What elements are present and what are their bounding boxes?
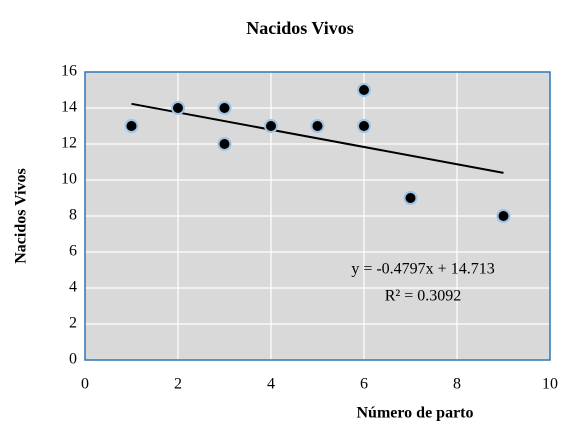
- x-tick-label: 2: [174, 376, 182, 393]
- point: [357, 83, 371, 97]
- y-axis-label: Nacidos Vivos: [13, 168, 30, 264]
- x-tick-label: 10: [542, 376, 558, 393]
- point: [264, 119, 278, 133]
- plot-border: [84, 71, 551, 361]
- point: [310, 119, 325, 133]
- point: [357, 119, 371, 133]
- point: [496, 209, 511, 223]
- trendline: [131, 102, 504, 174]
- y-tick-label: 16: [61, 63, 77, 80]
- y-tick-label: 10: [61, 171, 77, 188]
- x-tick-label: 8: [453, 376, 461, 393]
- trendline-equation: y = -0.4797x + 14.713: [351, 261, 494, 278]
- point: [124, 119, 139, 133]
- y-tick-label: 14: [61, 99, 77, 116]
- point: [217, 137, 232, 151]
- chart-title: Nacidos Vivos: [246, 18, 354, 38]
- y-tick-label: 4: [69, 279, 77, 296]
- x-tick-label: 4: [267, 376, 275, 393]
- point: [171, 101, 185, 115]
- x-axis-label: Número de parto: [356, 405, 473, 422]
- y-tick-label: 2: [69, 315, 77, 332]
- y-tick-label: 0: [69, 351, 77, 368]
- x-tick-label: 6: [360, 376, 368, 393]
- y-tick-label: 8: [69, 207, 77, 224]
- y-tick-label: 6: [69, 243, 77, 260]
- point: [403, 191, 418, 205]
- y-tick-label: 12: [61, 135, 77, 152]
- point: [217, 101, 232, 115]
- trendline-r2: R² = 0.3092: [385, 288, 462, 305]
- x-tick-label: 0: [81, 376, 89, 393]
